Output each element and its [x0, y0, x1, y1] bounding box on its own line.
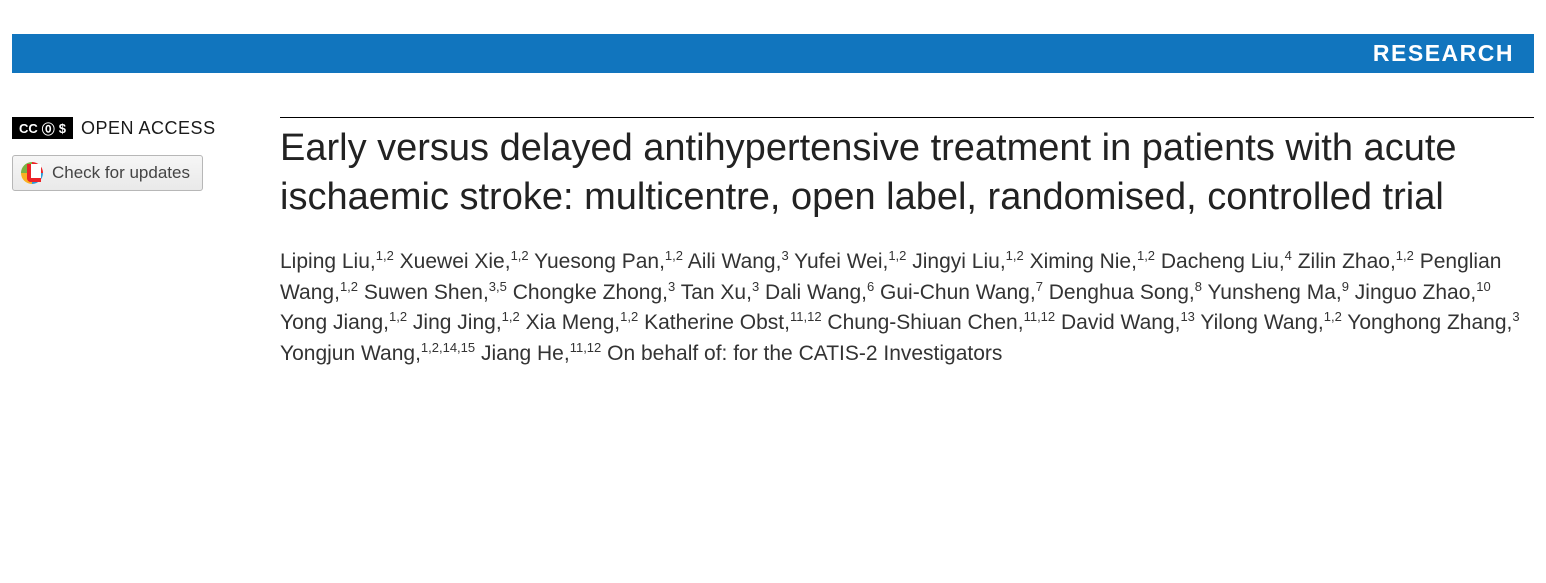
author-affiliation: 7: [1036, 279, 1043, 294]
author-affiliation: 3: [781, 248, 788, 263]
author-name: Xuewei Xie: [400, 250, 505, 273]
author-affiliation: 4: [1285, 248, 1292, 263]
author-group-suffix: On behalf of: for the CATIS-2 Investigat…: [607, 342, 1002, 365]
author-affiliation: 1,2: [502, 309, 520, 324]
author-affiliation: 1,2: [340, 279, 358, 294]
content-area: CC⓪$ OPEN ACCESS Check for updates Early…: [0, 73, 1546, 387]
author-name: Xia Meng: [526, 311, 615, 334]
author-name: Jingyi Liu: [912, 250, 1000, 273]
author-name: Suwen Shen: [364, 281, 483, 304]
author-name: Liping Liu: [280, 250, 370, 273]
author-affiliation: 1,2: [1006, 248, 1024, 263]
author-name: Yongjun Wang: [280, 342, 415, 365]
author-affiliation: 3: [1512, 309, 1519, 324]
author-name: Aili Wang: [688, 250, 776, 273]
updates-button-label: Check for updates: [52, 163, 190, 183]
open-access-label: OPEN ACCESS: [81, 118, 216, 139]
author-affiliation: 1,2: [1324, 309, 1342, 324]
author-name: Yonghong Zhang: [1347, 311, 1506, 334]
article-title: Early versus delayed antihypertensive tr…: [280, 124, 1534, 221]
author-name: David Wang: [1061, 311, 1175, 334]
author-affiliation: 1,2: [1396, 248, 1414, 263]
author-affiliation: 1,2: [389, 309, 407, 324]
author-affiliation: 13: [1180, 309, 1194, 324]
author-name: Yilong Wang: [1200, 311, 1318, 334]
author-affiliation: 6: [867, 279, 874, 294]
sidebar: CC⓪$ OPEN ACCESS Check for updates: [12, 117, 280, 369]
check-updates-button[interactable]: Check for updates: [12, 155, 203, 191]
author-affiliation: 1,2: [620, 309, 638, 324]
author-name: Yong Jiang: [280, 311, 383, 334]
section-header-bar: RESEARCH: [12, 34, 1534, 73]
author-affiliation: 11,12: [570, 340, 602, 355]
cc-license-icon: CC⓪$: [12, 117, 73, 139]
open-access-row: CC⓪$ OPEN ACCESS: [12, 117, 262, 139]
author-name: Yufei Wei: [794, 250, 882, 273]
author-affiliation: 9: [1342, 279, 1349, 294]
author-affiliation: 11,12: [1024, 309, 1056, 324]
author-affiliation: 1,2: [376, 248, 394, 263]
author-affiliation: 3: [752, 279, 759, 294]
author-name: Dali Wang: [765, 281, 861, 304]
main-column: Early versus delayed antihypertensive tr…: [280, 117, 1534, 369]
author-name: Zilin Zhao: [1298, 250, 1390, 273]
author-affiliation: 1,2: [888, 248, 906, 263]
author-affiliation: 8: [1195, 279, 1202, 294]
author-name: Jiang He: [481, 342, 564, 365]
author-list: Liping Liu,1,2 Xuewei Xie,1,2 Yuesong Pa…: [280, 247, 1534, 369]
crossmark-icon: [21, 162, 43, 184]
author-name: Jing Jing: [413, 311, 496, 334]
author-name: Katherine Obst: [644, 311, 784, 334]
author-affiliation: 3,5: [489, 279, 507, 294]
author-name: Ximing Nie: [1030, 250, 1132, 273]
author-name: Denghua Song: [1049, 281, 1189, 304]
author-name: Jinguo Zhao: [1355, 281, 1471, 304]
author-affiliation: 1,2: [665, 248, 683, 263]
section-label: RESEARCH: [1373, 40, 1514, 66]
author-affiliation: 3: [668, 279, 675, 294]
author-name: Yuesong Pan: [534, 250, 659, 273]
author-name: Chung-Shiuan Chen: [827, 311, 1017, 334]
author-name: Tan Xu: [681, 281, 746, 304]
author-affiliation: 1,2: [1137, 248, 1155, 263]
author-name: Yunsheng Ma: [1207, 281, 1335, 304]
author-name: Gui-Chun Wang: [880, 281, 1030, 304]
author-affiliation: 1,2: [511, 248, 529, 263]
author-affiliation: 11,12: [790, 309, 822, 324]
author-affiliation: 1,2,14,15: [421, 340, 475, 355]
author-name: Chongke Zhong: [513, 281, 662, 304]
author-affiliation: 10: [1476, 279, 1490, 294]
author-name: Dacheng Liu: [1161, 250, 1279, 273]
